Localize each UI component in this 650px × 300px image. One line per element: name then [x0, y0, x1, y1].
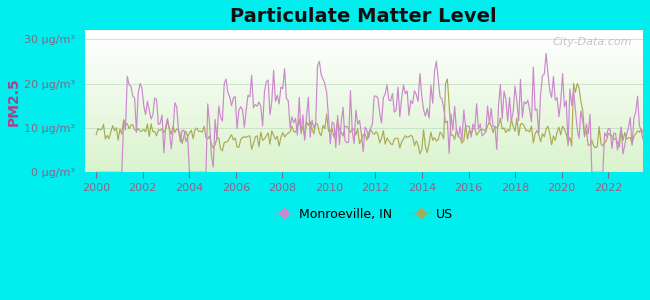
Bar	[84, 121, 643, 124]
Title: Particulate Matter Level: Particulate Matter Level	[231, 7, 497, 26]
Bar	[84, 87, 643, 90]
Bar	[84, 53, 643, 56]
Bar	[84, 98, 643, 101]
Bar	[84, 112, 643, 116]
Bar	[84, 67, 643, 70]
Bar	[84, 161, 643, 164]
Bar	[84, 90, 643, 93]
Bar	[84, 39, 643, 42]
Bar	[84, 36, 643, 39]
Bar	[84, 76, 643, 79]
Bar	[84, 164, 643, 166]
Bar	[84, 44, 643, 47]
Bar	[84, 64, 643, 67]
Bar	[84, 138, 643, 141]
Bar	[84, 167, 643, 170]
Bar	[84, 135, 643, 138]
Bar	[84, 133, 643, 135]
Bar	[84, 152, 643, 155]
Bar	[84, 144, 643, 147]
Bar	[84, 107, 643, 110]
Bar	[84, 147, 643, 150]
Bar	[84, 93, 643, 96]
Bar	[84, 70, 643, 73]
Y-axis label: PM2.5: PM2.5	[7, 77, 21, 126]
Bar	[84, 59, 643, 62]
Text: City-Data.com: City-Data.com	[552, 38, 632, 47]
Bar	[84, 61, 643, 64]
Bar	[84, 155, 643, 158]
Bar	[84, 30, 643, 33]
Bar	[84, 158, 643, 161]
Bar	[84, 150, 643, 152]
Bar	[84, 81, 643, 84]
Bar	[84, 130, 643, 133]
Bar	[84, 84, 643, 87]
Bar	[84, 33, 643, 36]
Bar	[84, 96, 643, 98]
Bar	[84, 104, 643, 107]
Bar	[84, 56, 643, 59]
Legend: Monroeville, IN, US: Monroeville, IN, US	[269, 203, 458, 226]
Bar	[84, 116, 643, 118]
Bar	[84, 127, 643, 130]
Bar	[84, 141, 643, 144]
Bar	[84, 124, 643, 127]
Bar	[84, 110, 643, 112]
Bar	[84, 47, 643, 50]
Bar	[84, 73, 643, 76]
Bar	[84, 50, 643, 53]
Bar	[84, 79, 643, 81]
Bar	[84, 42, 643, 44]
Bar	[84, 169, 643, 172]
Bar	[84, 101, 643, 104]
Bar	[84, 118, 643, 121]
